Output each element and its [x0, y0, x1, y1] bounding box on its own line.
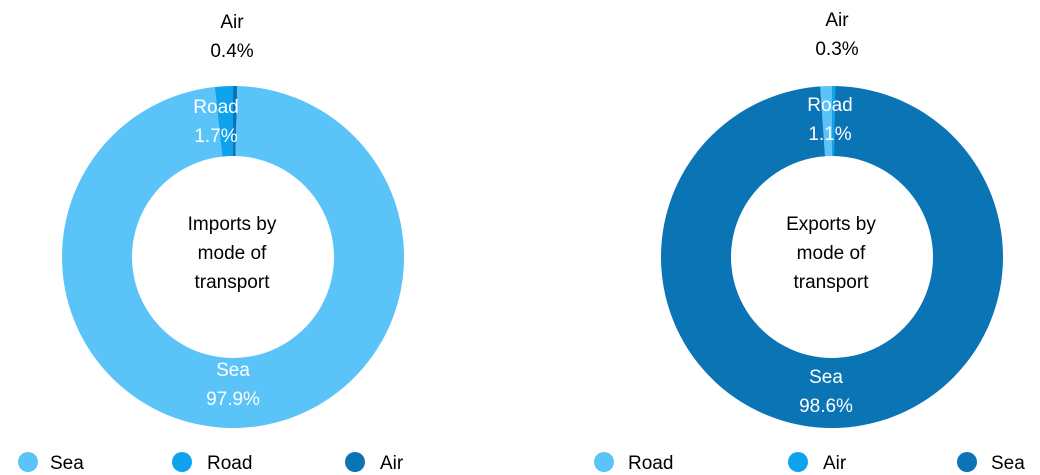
exports-legend-swatch-road — [594, 452, 614, 472]
imports-slices — [62, 86, 405, 428]
exports-sea-name-label: Sea — [809, 367, 843, 388]
exports-air-name-label: Air — [825, 10, 849, 31]
imports-legend-swatch-air — [345, 452, 365, 472]
imports-center-title-line-2: mode of — [198, 243, 267, 264]
imports-slice-sea — [62, 86, 405, 428]
imports-sea-name-label: Sea — [216, 360, 250, 381]
imports-center-title-line-3: transport — [195, 272, 271, 293]
exports-center-title-line-1: Exports by — [786, 214, 876, 235]
exports-legend-label-sea: Sea — [991, 453, 1025, 474]
imports-air-value-label: 0.4% — [210, 41, 253, 62]
imports-donut-chart: Imports by mode of transport Air 0.4% Ro… — [18, 12, 405, 474]
imports-legend-label-road: Road — [207, 453, 252, 474]
exports-center-title-line-3: transport — [794, 272, 870, 293]
imports-road-value-label: 1.7% — [194, 126, 237, 147]
exports-legend-swatch-air — [788, 452, 808, 472]
imports-air-name-label: Air — [220, 12, 244, 33]
exports-road-value-label: 1.1% — [808, 124, 851, 145]
imports-center-title-line-1: Imports by — [188, 214, 277, 235]
imports-legend-swatch-sea — [18, 452, 38, 472]
imports-legend-label-air: Air — [380, 453, 404, 474]
exports-legend-swatch-sea — [957, 452, 977, 472]
imports-legend: Sea Road Air — [18, 452, 404, 474]
exports-legend-label-road: Road — [628, 453, 673, 474]
exports-legend-label-air: Air — [823, 453, 847, 474]
imports-road-name-label: Road — [193, 97, 238, 118]
imports-sea-value-label: 97.9% — [206, 389, 260, 410]
imports-legend-swatch-road — [172, 452, 192, 472]
exports-slice-road — [820, 86, 832, 157]
exports-road-name-label: Road — [807, 95, 852, 116]
exports-slice-air — [832, 86, 836, 157]
exports-donut-chart: Exports by mode of transport Air 0.3% Ro… — [594, 10, 1025, 474]
imports-slice-air — [233, 86, 238, 157]
exports-air-value-label: 0.3% — [815, 39, 858, 60]
exports-slices — [661, 86, 1004, 428]
exports-center-title-line-2: mode of — [797, 243, 866, 264]
imports-legend-label-sea: Sea — [50, 453, 84, 474]
imports-slice-road — [214, 86, 233, 157]
exports-slice-sea — [661, 86, 1004, 428]
exports-legend: Road Air Sea — [594, 452, 1025, 474]
exports-sea-value-label: 98.6% — [799, 396, 853, 417]
